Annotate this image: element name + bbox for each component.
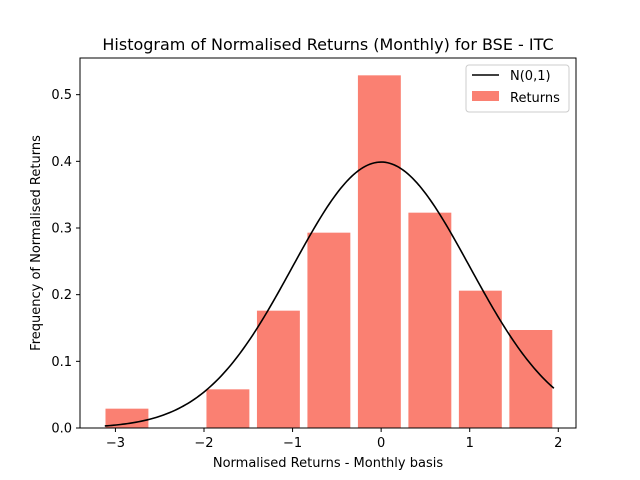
x-tick-label: −3 [106,436,125,451]
x-tick-label: 0 [377,436,385,451]
y-tick-label: 0.5 [51,88,72,103]
x-tick-label: −1 [283,436,302,451]
histogram-bar-5 [357,75,401,428]
chart-title: Histogram of Normalised Returns (Monthly… [102,35,553,54]
histogram-bar-2 [206,389,250,428]
plot-frame [79,57,577,429]
histogram-bar-3 [256,310,300,428]
y-tick-label: 0.2 [51,288,72,303]
y-axis-ticks: 0.0 0.1 0.2 0.3 0.4 0.5 [51,88,80,437]
x-axis-ticks: −3 −2 −1 0 1 2 [106,428,562,451]
legend-patch-swatch [472,91,499,101]
x-axis-label: Normalised Returns - Monthly basis [213,456,443,471]
legend-label-normal: N(0,1) [510,69,551,84]
histogram-bar-0 [105,408,149,428]
histogram-bar-6 [408,212,452,428]
histogram-bar-7 [458,290,502,428]
y-tick-label: 0.1 [51,355,72,370]
y-tick-label: 0.4 [51,155,72,170]
y-tick-label: 0.3 [51,222,72,237]
normal-pdf-line [104,161,555,427]
x-tick-label: −2 [194,436,213,451]
histogram-bars [105,75,553,428]
y-axis-label: Frequency of Normalised Returns [29,135,44,351]
legend-label-returns: Returns [510,91,560,106]
legend: N(0,1) Returns [465,64,570,113]
y-tick-label: 0.0 [51,422,72,437]
histogram-bar-4 [307,232,351,428]
x-tick-label: 1 [466,436,474,451]
x-tick-label: 2 [554,436,562,451]
